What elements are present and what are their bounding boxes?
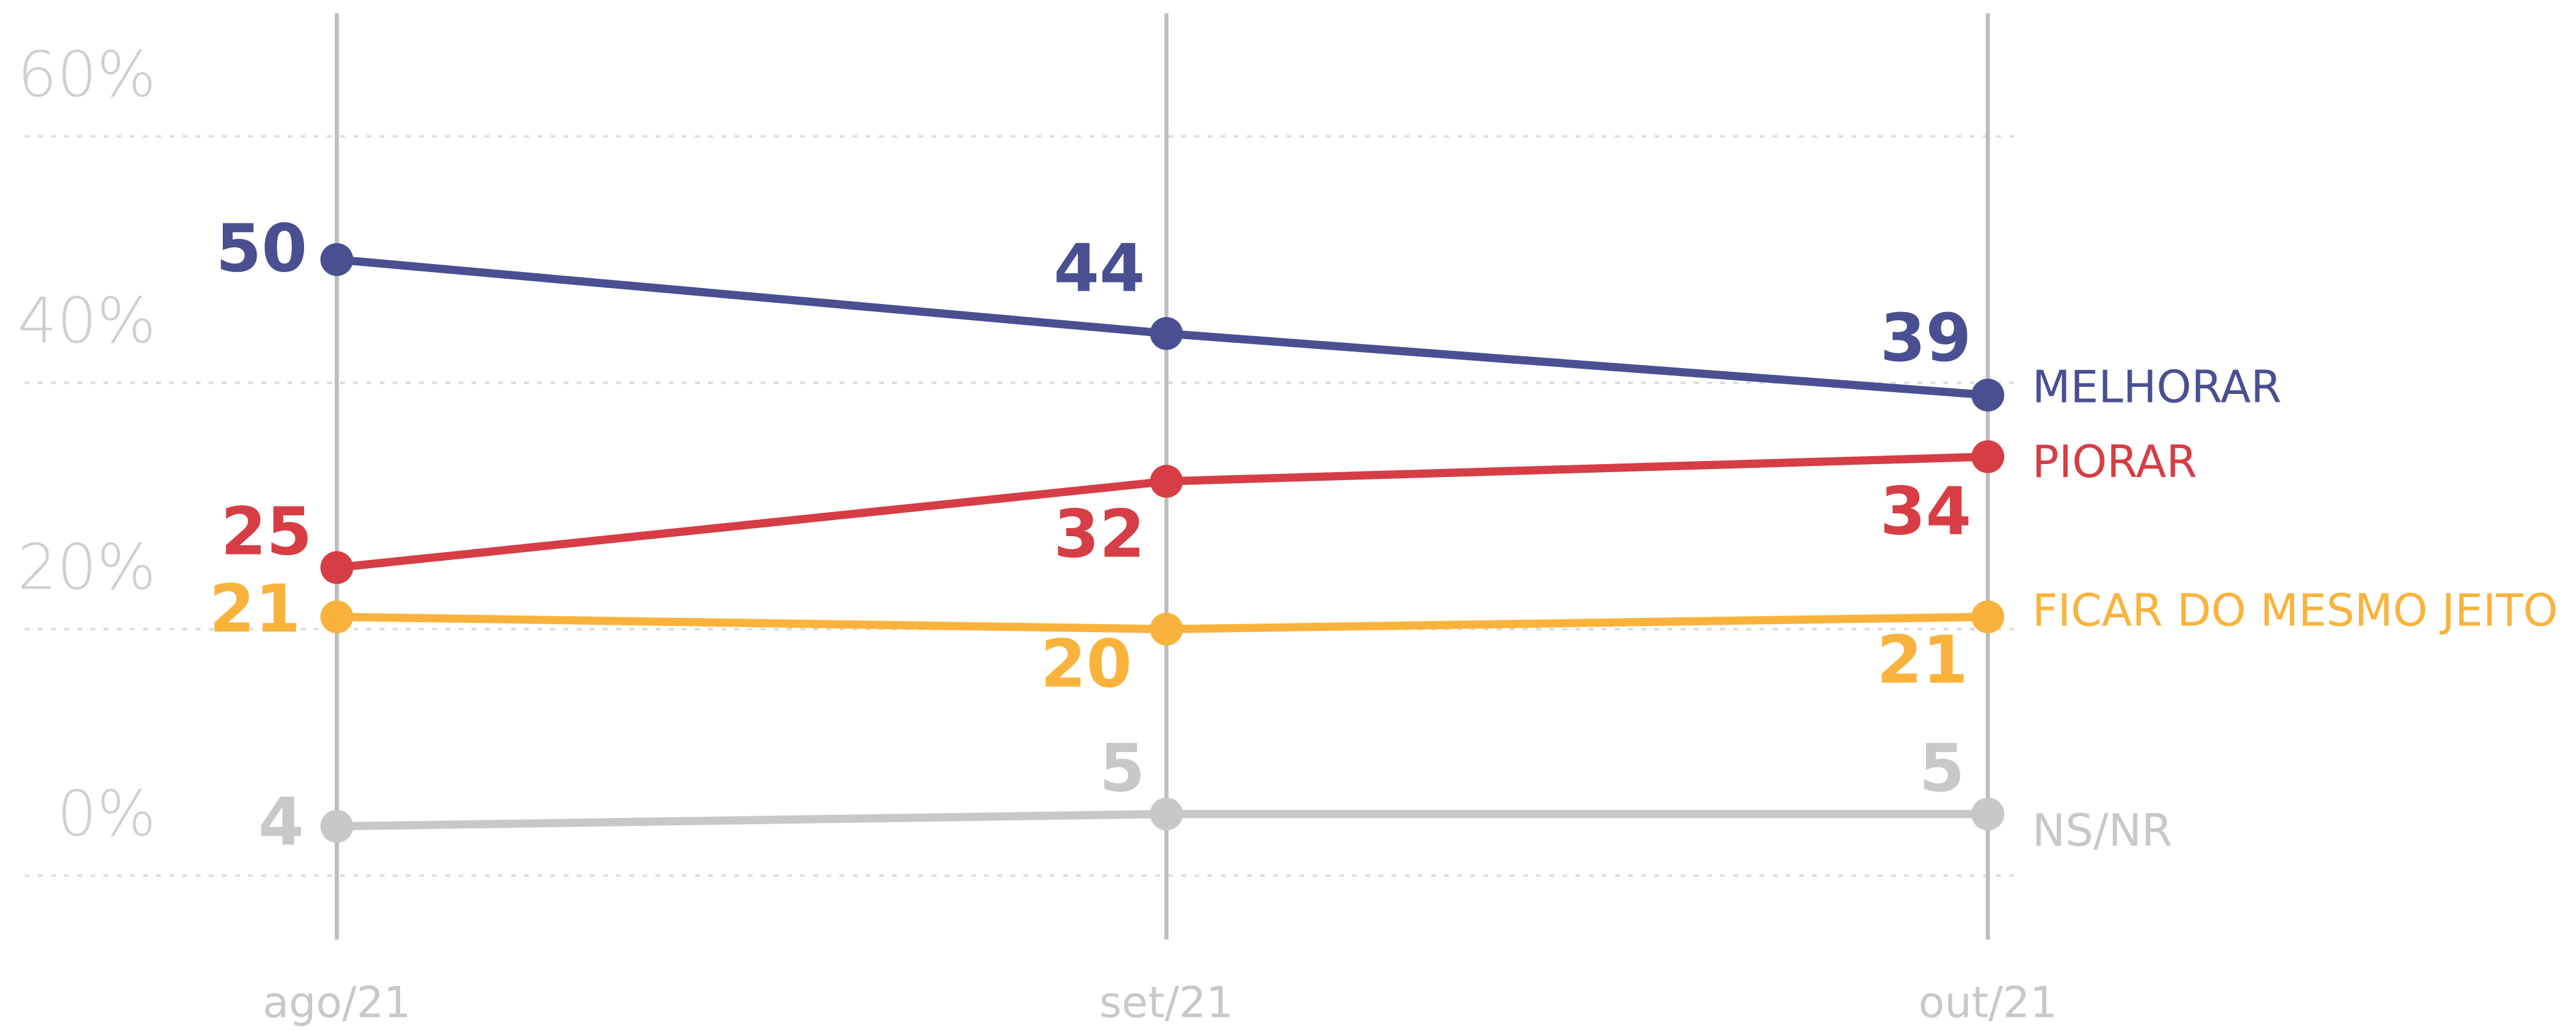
y-tick-label: 20%: [17, 531, 156, 604]
legend-label: NS/NR: [2032, 804, 2173, 856]
y-tick-label: 0%: [57, 777, 156, 850]
data-label: 5: [1099, 731, 1145, 807]
data-label: 32: [1054, 497, 1146, 573]
data-point: [1150, 797, 1183, 831]
data-point: [1150, 317, 1183, 350]
legend-label: MELHORAR: [2032, 361, 2282, 412]
y-tick-label: 40%: [17, 284, 156, 357]
data-label: 5: [1919, 731, 1965, 807]
legend-label: FICAR DO MESMO JEITO: [2032, 584, 2558, 636]
data-point: [1150, 465, 1183, 498]
data-point: [320, 600, 353, 633]
data-label: 50: [216, 211, 308, 287]
data-label: 25: [221, 494, 313, 571]
data-point: [320, 809, 353, 843]
data-point: [320, 243, 353, 276]
data-point: [1971, 797, 2005, 831]
data-label: 21: [209, 571, 301, 648]
data-label: 4: [259, 784, 304, 861]
x-tick-label: ago/21: [263, 978, 411, 1027]
data-point: [1971, 440, 2005, 473]
x-tick-label: set/21: [1099, 978, 1234, 1027]
data-point: [1150, 612, 1183, 646]
data-label: 20: [1040, 627, 1132, 703]
data-label: 21: [1877, 622, 1968, 699]
legend-label: PIORAR: [2032, 436, 2197, 487]
x-tick-label: out/21: [1919, 978, 2057, 1027]
data-label: 39: [1880, 300, 1972, 377]
data-point: [1971, 379, 2005, 412]
y-tick-label: 60%: [17, 38, 156, 111]
data-point: [1971, 600, 2005, 633]
data-label: 44: [1054, 230, 1146, 307]
data-point: [320, 551, 353, 584]
data-label: 34: [1880, 473, 1972, 550]
